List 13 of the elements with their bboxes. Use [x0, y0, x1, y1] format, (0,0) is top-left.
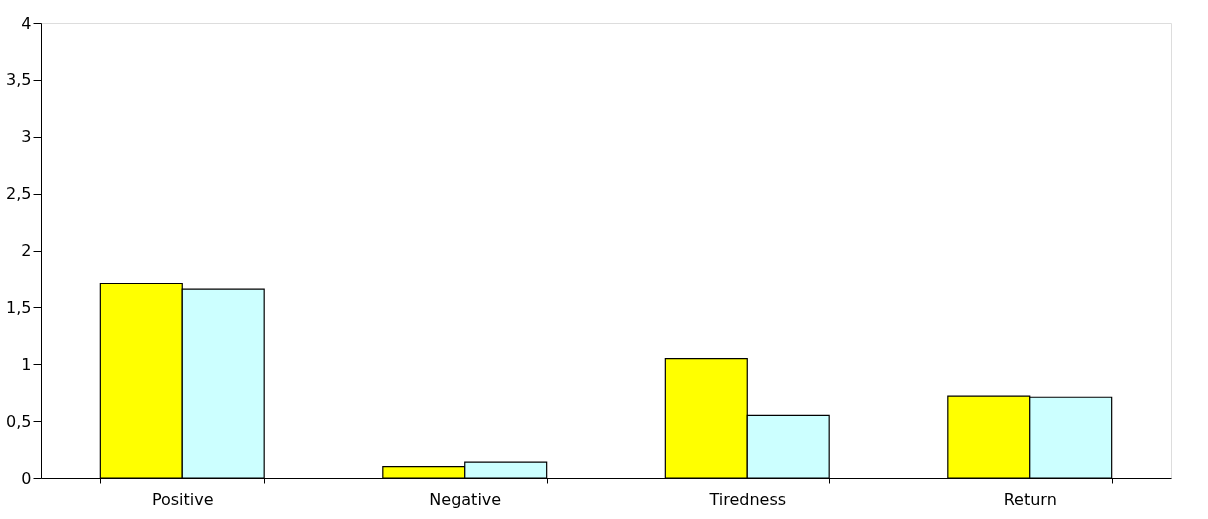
y-tick-label: 2: [21, 241, 32, 260]
y-tick-label: 2,5: [6, 184, 32, 204]
y-tick-label: 1: [21, 354, 32, 374]
x-tick-label: Negative: [429, 489, 502, 509]
y-tick-label: 0: [21, 468, 32, 488]
y-tick-label: 1,5: [6, 297, 32, 317]
x-tick-label: Positive: [151, 489, 214, 509]
x-tick-label: Return: [1003, 489, 1057, 509]
y-tick-label: 3,5: [6, 70, 32, 90]
x-tick-label: Tiredness: [708, 489, 787, 509]
y-tick-label: 3: [21, 127, 32, 147]
y-tick-label: 4: [21, 13, 32, 33]
y-tick-label: 0,5: [6, 411, 32, 431]
